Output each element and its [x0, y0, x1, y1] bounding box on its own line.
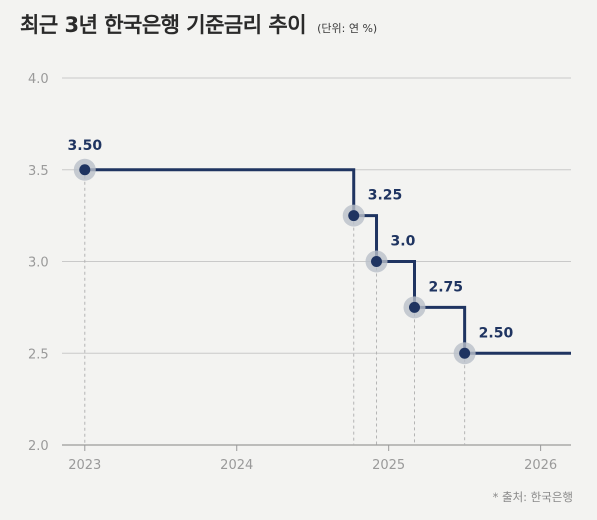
- data-point: [459, 347, 471, 359]
- x-tick-label: 2025: [372, 458, 405, 473]
- y-tick-label: 2.5: [28, 347, 49, 362]
- data-point: [348, 210, 360, 222]
- x-tick-label: 2023: [68, 458, 101, 473]
- data-point: [79, 164, 91, 176]
- data-label: 3.50: [68, 138, 103, 154]
- y-tick-label: 2.0: [28, 439, 49, 454]
- y-tick-label: 3.5: [28, 164, 49, 179]
- y-tick-label: 3.0: [28, 256, 49, 271]
- data-label: 2.75: [429, 279, 464, 295]
- unit-label: (단위: 연 %): [317, 22, 378, 35]
- data-label: 2.50: [479, 325, 514, 341]
- data-label: 3.25: [368, 188, 403, 204]
- chart-title: 최근 3년 한국은행 기준금리 추이: [20, 13, 307, 37]
- chart-header: 최근 3년 한국은행 기준금리 추이 (단위: 연 %): [20, 9, 377, 39]
- data-point: [371, 256, 383, 267]
- source-note: * 출처: 한국은행: [492, 490, 573, 504]
- y-tick-label: 4.0: [28, 72, 49, 87]
- x-tick-label: 2026: [524, 458, 557, 473]
- series-line: [84, 168, 571, 355]
- data-point: [409, 301, 421, 313]
- data-label: 3.0: [391, 234, 416, 250]
- x-tick-label: 2024: [220, 458, 253, 473]
